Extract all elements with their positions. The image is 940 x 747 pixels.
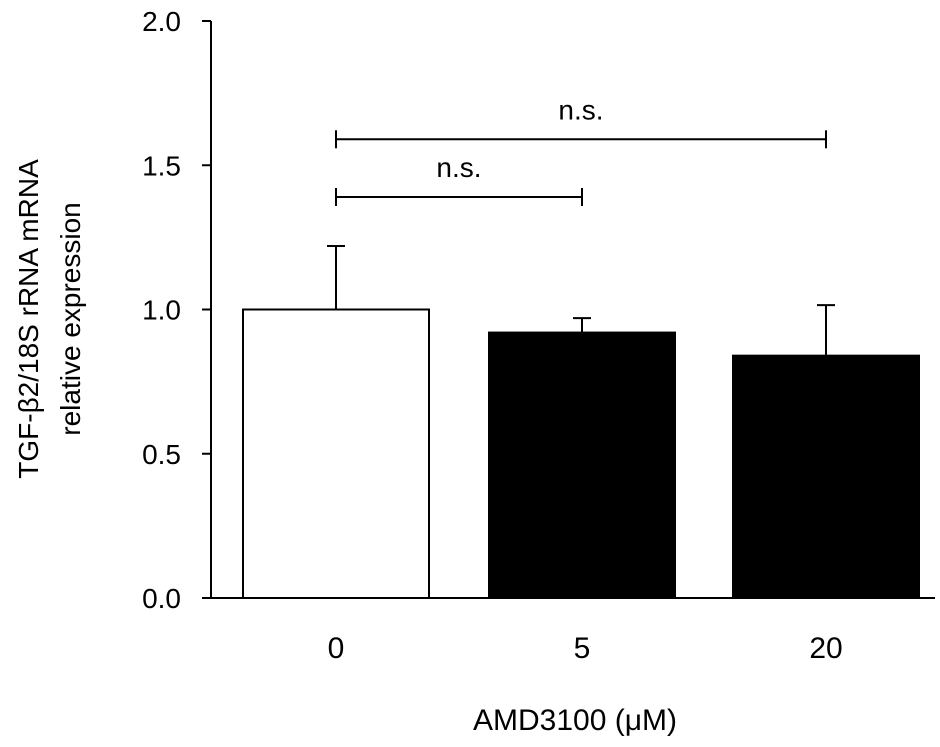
significance-brackets: n.s. n.s. [335,94,827,206]
y-axis-label-line-1: TGF-β2/18S rRNA mRNA [13,159,44,479]
significance-label: n.s. [436,152,481,183]
x-axis-label: AMD3100 (μM) [473,704,677,737]
x-tick-label: 0 [328,632,345,665]
bars-group [242,308,920,599]
error-bars-group [327,245,835,356]
bar-5 [488,331,676,599]
y-axis: 0.0 0.5 1.0 1.5 2.0 [142,6,212,614]
significance-label: n.s. [558,94,603,125]
y-tick-label: 1.5 [142,150,181,181]
y-tick-label: 0.0 [142,583,181,614]
x-tick-label: 20 [809,632,842,665]
bar-20 [732,354,920,599]
y-tick-label: 2.0 [142,6,181,37]
x-tick-label: 5 [574,632,591,665]
bar-0 [242,308,430,599]
y-tick-label: 1.0 [142,295,181,326]
y-axis-label-line-2: relative expression [55,202,86,435]
x-axis: 0 5 20 [211,597,935,665]
y-tick-label: 0.5 [142,439,181,470]
